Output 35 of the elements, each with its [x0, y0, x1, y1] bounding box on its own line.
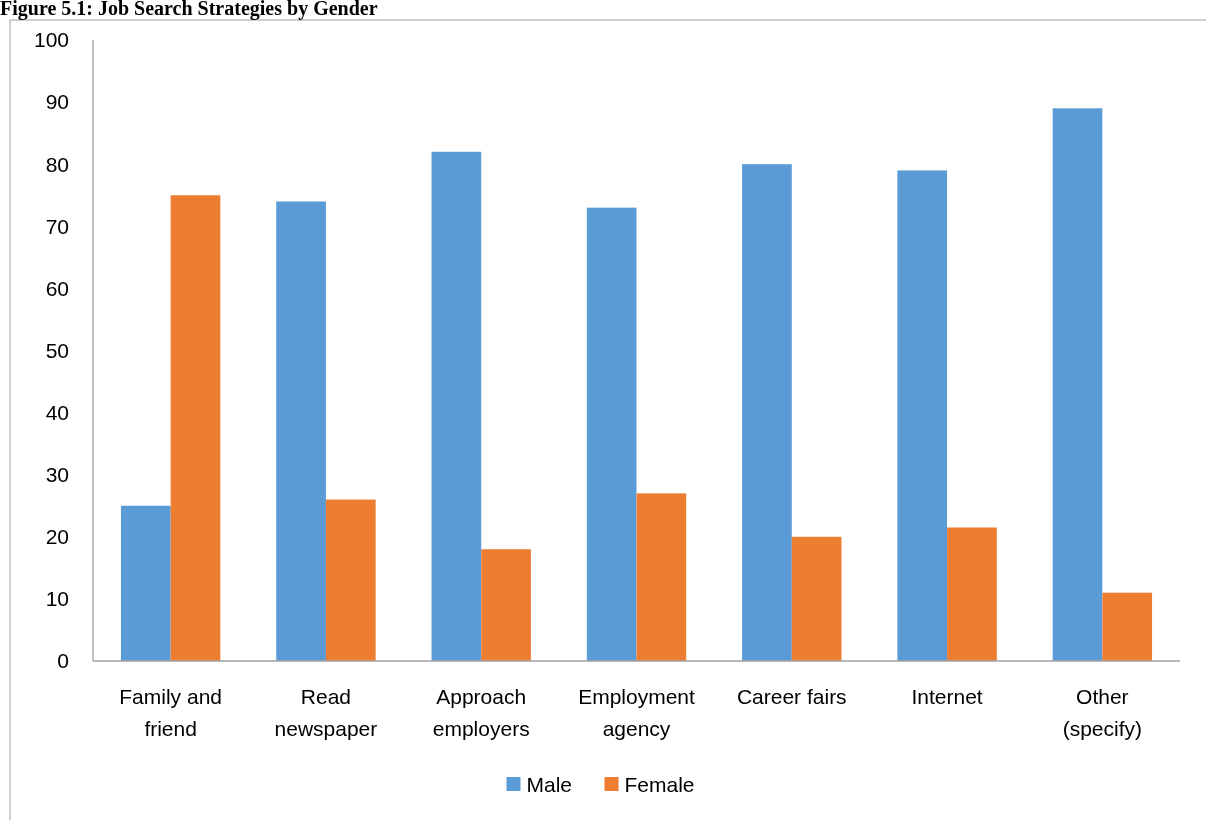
y-tick-label: 60: [45, 276, 69, 300]
x-tick-label: Other (specify): [1062, 685, 1143, 740]
x-tick-label: Employment agency: [578, 685, 696, 740]
bar: [120, 505, 171, 661]
y-tick-label: 100: [33, 28, 69, 52]
x-tick-label: Family and friend: [119, 685, 222, 740]
legend-label: Male: [526, 773, 573, 797]
y-tick-label: 80: [45, 152, 69, 176]
bar: [742, 164, 792, 661]
bar: [481, 549, 531, 661]
y-tick-label: 70: [45, 214, 69, 238]
bar: [276, 201, 326, 661]
bar: [1052, 108, 1103, 661]
bar: [586, 207, 637, 661]
bar: [325, 499, 376, 661]
bar: [431, 151, 482, 661]
x-tick-label: Approach employers: [432, 685, 530, 740]
x-tick-label: Career fairs: [736, 685, 847, 708]
y-tick-label: 10: [45, 587, 69, 611]
bar: [947, 527, 997, 661]
x-tick-label: Internet: [911, 685, 983, 708]
chart-title: Figure 5.1: Job Search Strategies by Gender: [0, 0, 378, 20]
x-tick-label: Read newspaper: [274, 685, 378, 740]
y-tick-label: 40: [45, 400, 69, 424]
legend-label: Female: [624, 773, 695, 797]
bar: [791, 536, 842, 661]
bar: [636, 493, 687, 661]
y-tick-label: 20: [45, 525, 69, 549]
y-tick-label: 0: [57, 649, 69, 673]
y-tick-label: 30: [45, 463, 69, 487]
bar: [1102, 592, 1153, 661]
bar: [897, 170, 948, 661]
y-tick-label: 50: [45, 338, 69, 362]
y-tick-label: 90: [45, 90, 69, 114]
bar: [170, 195, 221, 661]
